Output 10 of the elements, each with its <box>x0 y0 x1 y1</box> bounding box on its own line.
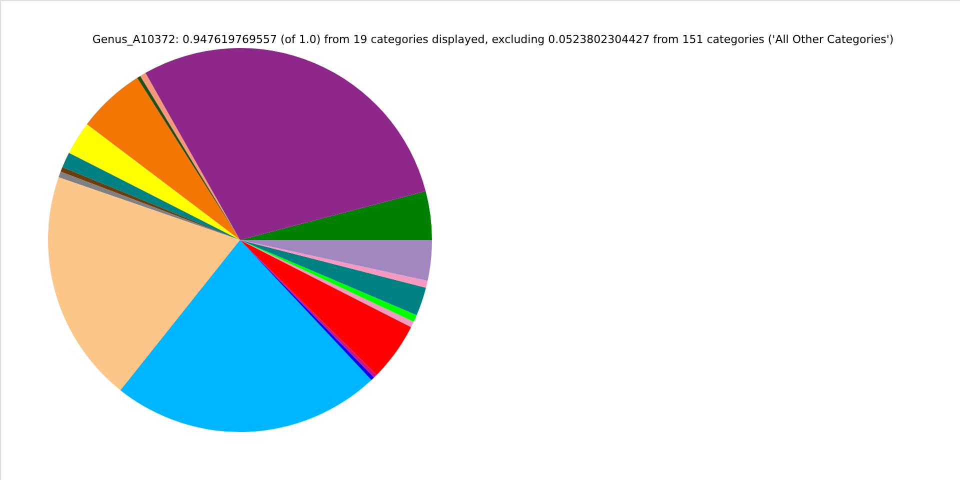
pie-slice <box>62 152 240 240</box>
pie-slice <box>68 124 240 240</box>
pie-slice <box>145 48 426 240</box>
text: Genus_A10372: 0.947619769557 (of 1.0) from 19 categories displayed, excluding 0.0523802304427 from 151 categories ('All Other Categories') <box>92 33 894 46</box>
pie-slice <box>48 177 240 390</box>
pie-slice <box>240 240 412 375</box>
pie-slice <box>120 240 372 432</box>
pie-slice <box>240 240 432 281</box>
pie-slice <box>240 191 432 240</box>
pie-slice <box>86 78 240 240</box>
